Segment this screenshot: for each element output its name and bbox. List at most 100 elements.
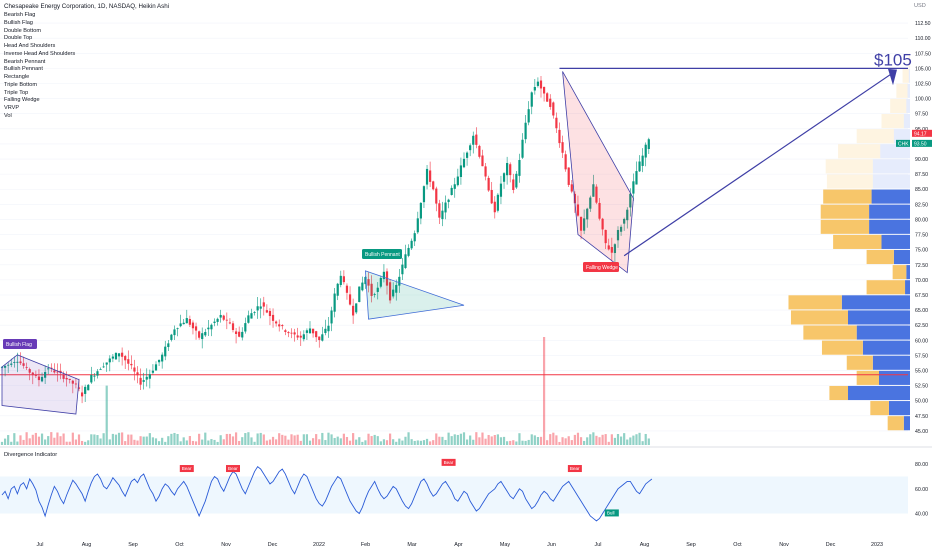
candle-body — [441, 210, 444, 220]
volume-bar — [586, 437, 589, 445]
candle-body — [324, 328, 327, 334]
volume-profile-up-bar — [820, 204, 870, 219]
volume-profile-down-bar — [888, 401, 910, 416]
price-tick-label: 67.50 — [915, 293, 928, 299]
indicator-item[interactable]: Inverse Head And Shoulders — [4, 50, 76, 57]
volume-bar — [610, 434, 613, 445]
candle-body — [219, 314, 222, 318]
volume-bar — [496, 434, 499, 445]
candle-body — [179, 323, 182, 327]
candle-body — [10, 363, 13, 365]
volume-bar — [509, 440, 512, 445]
indicator-item[interactable]: Double Top — [4, 35, 33, 42]
time-tick-label: Apr — [454, 542, 463, 548]
volume-bar — [222, 439, 225, 445]
price-tick-label: 87.50 — [915, 172, 928, 178]
price-tick-label: 102.50 — [915, 81, 931, 87]
candle-body — [518, 160, 521, 176]
indicator-item[interactable]: Rectangle — [4, 74, 30, 80]
candle-body — [299, 335, 302, 338]
volume-profile-up-bar — [896, 83, 908, 98]
candle-body — [401, 264, 404, 275]
volume-bar — [527, 439, 530, 445]
candle-body — [429, 170, 432, 182]
bullish-pennant-pattern — [365, 270, 465, 320]
volume-bar — [644, 433, 647, 445]
volume-bar — [490, 436, 493, 445]
indicator-item[interactable]: Head And Shoulders — [4, 43, 56, 49]
chart-title: Chesapeake Energy Corporation, 1D, NASDA… — [4, 3, 170, 10]
time-tick-label: Oct — [175, 542, 184, 548]
oscillator-tick-label: 80.00 — [915, 462, 928, 468]
volume-bar — [293, 435, 296, 445]
indicator-item[interactable]: Falling Wedge — [4, 97, 40, 104]
candle-body — [407, 247, 410, 256]
candle-body — [194, 326, 198, 331]
volume-profile-down-bar — [869, 204, 910, 219]
candle-body — [321, 334, 324, 341]
volume-bar — [404, 436, 407, 445]
volume-bar — [395, 441, 398, 445]
price-tick-label: 110.00 — [915, 36, 931, 42]
candle-body — [481, 155, 484, 167]
indicator-item[interactable]: Double Bottom — [4, 27, 42, 34]
candle-body — [161, 354, 164, 362]
indicator-item[interactable]: VRVP — [4, 105, 20, 111]
candle-body — [546, 93, 549, 102]
volume-profile-down-bar — [906, 265, 910, 280]
indicator-item[interactable]: Triple Top — [4, 89, 29, 96]
candle-body — [348, 294, 352, 305]
candle-body — [90, 374, 93, 383]
indicator-item[interactable]: Triple Bottom — [4, 81, 38, 88]
volume-bar — [536, 437, 540, 445]
candle-body — [311, 328, 315, 334]
candle-body — [395, 284, 398, 293]
volume-bar — [265, 440, 268, 445]
volume-bar — [225, 433, 228, 445]
volume-bar — [623, 433, 626, 445]
volume-bar — [3, 438, 7, 445]
volume-profile-up-bar — [820, 219, 870, 234]
price-tick-label: 90.00 — [915, 157, 928, 163]
candle-body — [114, 352, 118, 360]
volume-bar — [105, 385, 108, 445]
time-tick-label: Aug — [82, 542, 92, 548]
volume-bar — [281, 434, 284, 445]
indicator-item[interactable]: Bearish Pennant — [4, 58, 46, 65]
volume-bar — [435, 433, 438, 445]
volume-bar — [416, 440, 419, 445]
volume-bar — [499, 437, 503, 445]
volume-bar — [370, 436, 373, 445]
candle-body — [604, 229, 607, 244]
volume-bar — [589, 434, 592, 445]
volume-profile-up-bar — [829, 385, 848, 401]
volume-profile-up-bar — [890, 98, 907, 114]
volume-bar — [127, 434, 130, 445]
candle-body — [167, 343, 170, 348]
candle-body — [392, 289, 395, 297]
time-tick-label: Aug — [640, 542, 650, 548]
indicator-item[interactable]: Vol — [4, 112, 12, 119]
volume-profile-up-bar — [846, 355, 873, 370]
candle-body — [635, 171, 638, 185]
volume-bar — [327, 432, 330, 445]
volume-bar — [117, 432, 121, 445]
indicator-item[interactable]: Bullish Flag — [4, 19, 33, 26]
volume-bar — [336, 436, 339, 445]
indicator-item[interactable]: Bearish Flag — [4, 12, 36, 18]
volume-bar — [182, 437, 185, 445]
candle-body — [456, 176, 459, 186]
candle-body — [71, 380, 74, 384]
candle-body — [379, 277, 382, 287]
annotation-badge — [583, 262, 619, 272]
volume-bar — [10, 441, 13, 445]
candle-body — [308, 328, 312, 334]
volume-bar — [191, 440, 195, 445]
candle-body — [598, 202, 601, 219]
indicator-item[interactable]: Bullish Pennant — [4, 66, 43, 73]
price-tick-label: 62.50 — [915, 323, 928, 329]
volume-bar — [512, 440, 515, 445]
candle-body — [601, 218, 604, 230]
